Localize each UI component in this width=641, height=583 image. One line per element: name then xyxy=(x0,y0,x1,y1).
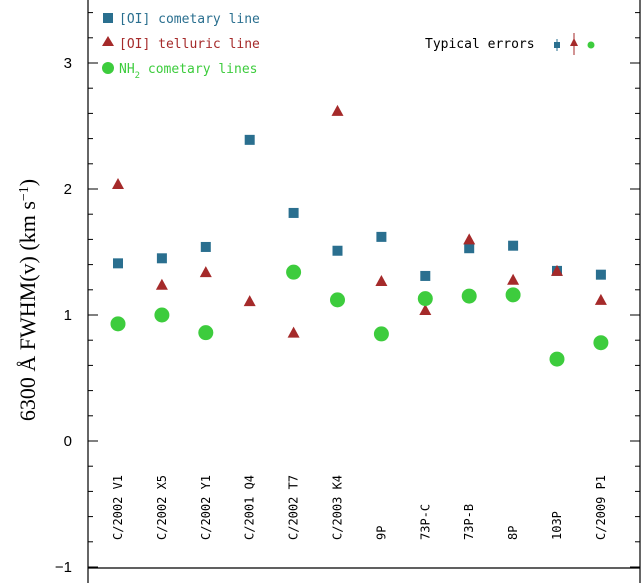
point-oi-telluric xyxy=(507,273,520,285)
point-oi-telluric xyxy=(243,295,256,307)
point-nh2-cometary xyxy=(505,287,521,303)
category-label: 73P-B xyxy=(462,504,476,540)
y-tick-label: 3 xyxy=(64,55,72,72)
point-nh2-cometary xyxy=(154,307,170,323)
point-oi-cometary xyxy=(244,134,255,145)
point-oi-telluric xyxy=(419,303,432,315)
error-marker-square xyxy=(554,42,560,48)
point-nh2-cometary xyxy=(593,335,609,351)
point-oi-cometary xyxy=(376,231,387,242)
legend: [OI] cometary line [OI] telluric line NH… xyxy=(102,12,260,81)
plot-frame xyxy=(87,0,641,583)
point-nh2-cometary xyxy=(373,326,389,342)
point-oi-cometary xyxy=(200,241,211,252)
typical-errors-label: Typical errors xyxy=(425,37,535,52)
point-oi-telluric xyxy=(199,266,212,278)
y-axis-tick-labels: −1 0 1 2 3 xyxy=(55,55,72,576)
point-oi-telluric xyxy=(551,264,563,276)
error-marker-triangle xyxy=(570,38,578,46)
y-axis-ticks xyxy=(88,12,640,568)
y-tick-label: 2 xyxy=(64,181,72,198)
y-axis-label-main: 6300 Å FWHM(v) (km s xyxy=(15,201,40,421)
legend-marker-nh2 xyxy=(102,62,114,74)
point-oi-telluric xyxy=(463,233,476,245)
y-tick-label: −1 xyxy=(55,559,72,576)
y-tick-label: 0 xyxy=(64,433,72,450)
point-oi-cometary xyxy=(156,253,167,264)
point-nh2-cometary xyxy=(286,264,302,280)
legend-marker-oi-telluric xyxy=(102,36,114,46)
point-oi-telluric xyxy=(594,293,607,305)
category-label: 8P xyxy=(506,526,520,540)
point-oi-cometary xyxy=(332,245,343,256)
y-axis-label: 6300 Å FWHM(v) (km s−1) xyxy=(15,179,40,421)
point-nh2-cometary xyxy=(549,351,565,367)
category-label: 103P xyxy=(550,511,564,540)
legend-label-oi-cometary: [OI] cometary line xyxy=(119,12,260,27)
legend-label-nh2-rest: cometary lines xyxy=(140,62,257,77)
legend-label-nh2-main: NH xyxy=(119,62,135,77)
point-nh2-cometary xyxy=(417,291,433,307)
category-label: C/2002 X5 xyxy=(155,475,169,540)
typical-errors: Typical errors xyxy=(425,33,595,55)
point-oi-cometary xyxy=(420,270,431,281)
point-oi-telluric xyxy=(375,274,388,286)
point-oi-telluric xyxy=(287,326,300,338)
category-label: C/2002 V1 xyxy=(111,475,125,540)
error-marker-circle xyxy=(587,41,595,49)
point-oi-cometary xyxy=(288,207,299,218)
point-oi-cometary xyxy=(508,240,519,251)
point-nh2-cometary xyxy=(198,325,214,341)
legend-label-nh2: NH2 cometary lines xyxy=(119,62,257,81)
y-axis-label-close: ) xyxy=(15,179,40,186)
point-oi-cometary xyxy=(464,243,475,254)
category-label: 9P xyxy=(374,526,388,540)
point-nh2-cometary xyxy=(110,316,126,332)
point-oi-cometary xyxy=(113,258,123,269)
y-tick-label: 1 xyxy=(64,307,72,324)
category-label: 73P-C xyxy=(418,504,432,540)
point-nh2-cometary xyxy=(330,292,345,308)
category-label: C/2002 Y1 xyxy=(199,475,213,540)
category-label: C/2003 K4 xyxy=(331,475,345,540)
legend-label-oi-telluric: [OI] telluric line xyxy=(119,37,260,52)
category-label: C/2009 P1 xyxy=(594,475,608,540)
data-marks xyxy=(110,104,609,367)
point-oi-cometary xyxy=(595,269,606,280)
category-label: C/2002 T7 xyxy=(287,475,301,540)
point-nh2-cometary xyxy=(461,288,477,304)
point-oi-telluric xyxy=(155,278,168,290)
point-oi-telluric xyxy=(112,177,124,189)
category-labels: C/2002 V1 C/2002 X5 C/2002 Y1 C/2001 Q4 C/20… xyxy=(111,475,608,540)
legend-marker-oi-cometary xyxy=(103,13,113,23)
legend-label-nh2-sub: 2 xyxy=(135,71,140,81)
y-axis-label-sup: −1 xyxy=(17,186,32,201)
point-oi-telluric xyxy=(331,104,344,116)
category-label: C/2001 Q4 xyxy=(243,475,257,540)
